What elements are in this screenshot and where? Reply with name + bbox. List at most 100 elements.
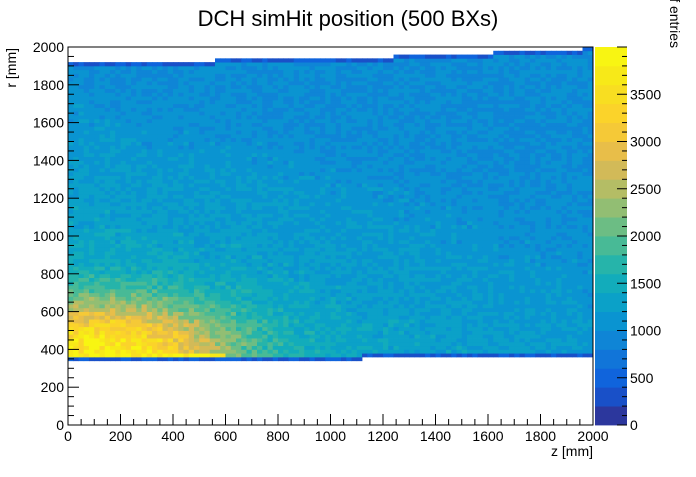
heatmap-cell (377, 130, 384, 135)
heatmap-cell (68, 69, 74, 74)
heatmap-cell (183, 273, 190, 278)
heatmap-cell (125, 73, 132, 78)
heatmap-cell (78, 160, 85, 165)
heatmap-cell (89, 236, 95, 241)
heatmap-cell (194, 205, 200, 210)
heatmap-cell (278, 171, 284, 176)
heatmap-cell (131, 345, 137, 350)
heatmap-cell (157, 209, 163, 214)
heatmap-cell (293, 183, 300, 188)
heatmap-cell (241, 179, 247, 184)
heatmap-cell (236, 107, 242, 112)
heatmap-cell (293, 73, 300, 78)
heatmap-cell (288, 96, 295, 101)
heatmap-cell (73, 345, 79, 350)
heatmap-cell (325, 141, 331, 146)
heatmap-cell (167, 190, 174, 195)
heatmap-cell (335, 338, 342, 343)
heatmap-cell (278, 277, 284, 282)
heatmap-cell (194, 179, 200, 184)
heatmap-cell (388, 156, 394, 161)
heatmap-cell (225, 62, 232, 67)
heatmap-cell (99, 141, 106, 146)
heatmap-cell (293, 209, 300, 214)
heatmap-cell (278, 213, 284, 218)
heatmap-cell (220, 99, 226, 105)
heatmap-cell (335, 107, 342, 112)
heatmap-cell (225, 281, 232, 286)
heatmap-cell (335, 92, 342, 97)
heatmap-cell (136, 62, 142, 67)
heatmap-cell (89, 292, 95, 297)
heatmap-cell (341, 307, 347, 312)
heatmap-cell (341, 338, 347, 343)
heatmap-cell (309, 266, 316, 271)
heatmap-cell (162, 281, 169, 286)
heatmap-cell (367, 167, 373, 173)
heatmap-cell (283, 296, 289, 301)
heatmap-cell (351, 300, 358, 305)
heatmap-cell (314, 213, 321, 218)
heatmap-cell (230, 160, 237, 165)
heatmap-cell (167, 213, 174, 218)
heatmap-cell (78, 266, 85, 271)
heatmap-cell (152, 115, 158, 120)
heatmap-cell (188, 266, 195, 271)
heatmap-cell (104, 133, 111, 139)
heatmap-cell (362, 296, 368, 301)
heatmap-cell (272, 198, 279, 203)
heatmap-cell (230, 228, 237, 233)
heatmap-cell (146, 281, 153, 286)
heatmap-cell (162, 103, 169, 108)
heatmap-cell (188, 315, 195, 320)
heatmap-cell (283, 224, 289, 229)
heatmap-cell (304, 220, 310, 226)
heatmap-cell (351, 103, 358, 108)
heatmap-cell (157, 247, 163, 252)
heatmap-cell (288, 183, 295, 188)
heatmap-cell (278, 92, 284, 97)
heatmap-cell (162, 338, 169, 343)
heatmap-cell (183, 152, 190, 158)
heatmap-cell (183, 288, 190, 294)
heatmap-cell (152, 164, 158, 169)
heatmap-cell (283, 236, 289, 241)
heatmap-cell (230, 296, 237, 301)
heatmap-cell (204, 224, 211, 229)
heatmap-cell (188, 69, 195, 74)
heatmap-cell (388, 209, 394, 214)
heatmap-cell (194, 145, 200, 150)
heatmap-cell (388, 341, 394, 347)
heatmap-cell (341, 322, 347, 328)
heatmap-cell (204, 194, 211, 199)
heatmap-cell (272, 304, 279, 309)
heatmap-cell (262, 88, 268, 93)
heatmap-cell (241, 65, 247, 71)
heatmap-cell (99, 341, 106, 347)
heatmap-cell (236, 122, 242, 127)
heatmap-cell (278, 304, 284, 309)
heatmap-cell (241, 296, 247, 301)
heatmap-cell (383, 198, 389, 203)
heatmap-cell (209, 288, 216, 294)
heatmap-cell (115, 175, 121, 180)
heatmap-cell (393, 118, 400, 123)
heatmap-cell (215, 111, 221, 116)
heatmap-cell (246, 334, 253, 339)
heatmap-cell (367, 239, 373, 244)
heatmap-cell (183, 111, 190, 116)
heatmap-cell (272, 130, 279, 135)
heatmap-cell (173, 96, 179, 101)
heatmap-cell (115, 258, 121, 263)
heatmap-cell (241, 62, 247, 67)
heatmap-cell (278, 224, 284, 229)
heatmap-cell (178, 232, 184, 237)
heatmap-cell (241, 220, 247, 226)
heatmap-cell (299, 126, 305, 131)
heatmap-cell (167, 236, 174, 241)
heatmap-cell (68, 171, 74, 176)
heatmap-cell (241, 281, 247, 286)
heatmap-cell (230, 99, 237, 105)
heatmap-cell (325, 341, 331, 347)
heatmap-cell (215, 167, 221, 173)
